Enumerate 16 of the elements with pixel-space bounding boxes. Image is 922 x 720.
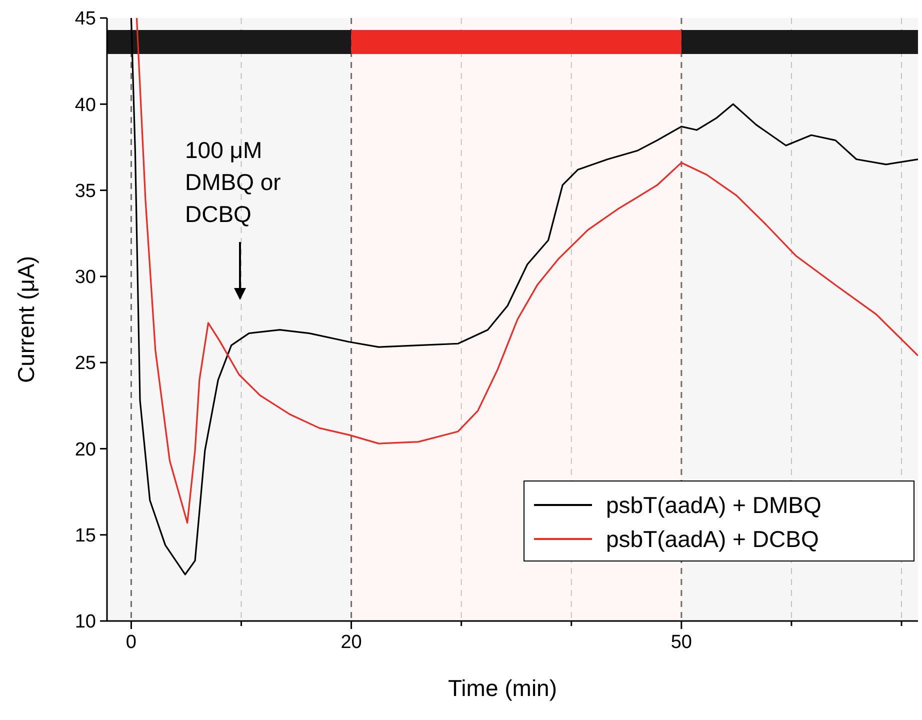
x-tick-label: 50 (670, 632, 692, 653)
legend-label: psbT(aadA) + DMBQ (606, 492, 822, 518)
annotation: 100 μM DMBQ or DCBQ (185, 137, 282, 227)
x-tick-label: 20 (340, 632, 362, 653)
x-axis-title: Time (min) (448, 675, 558, 701)
y-tick-label: 45 (74, 8, 96, 30)
y-tick-label: 20 (74, 439, 96, 460)
x-tick-label: 0 (126, 632, 136, 653)
y-tick-label: 40 (74, 94, 96, 116)
y-tick-label: 15 (74, 526, 96, 547)
y-tick-label: 35 (74, 180, 96, 202)
y-tick-label: 25 (74, 353, 96, 374)
legend-label: psbT(aadA) + DCBQ (606, 526, 819, 552)
y-axis-title: Current (μA) (13, 256, 39, 383)
y-tick-label: 10 (74, 612, 96, 633)
y-tick-label: 30 (74, 267, 96, 288)
